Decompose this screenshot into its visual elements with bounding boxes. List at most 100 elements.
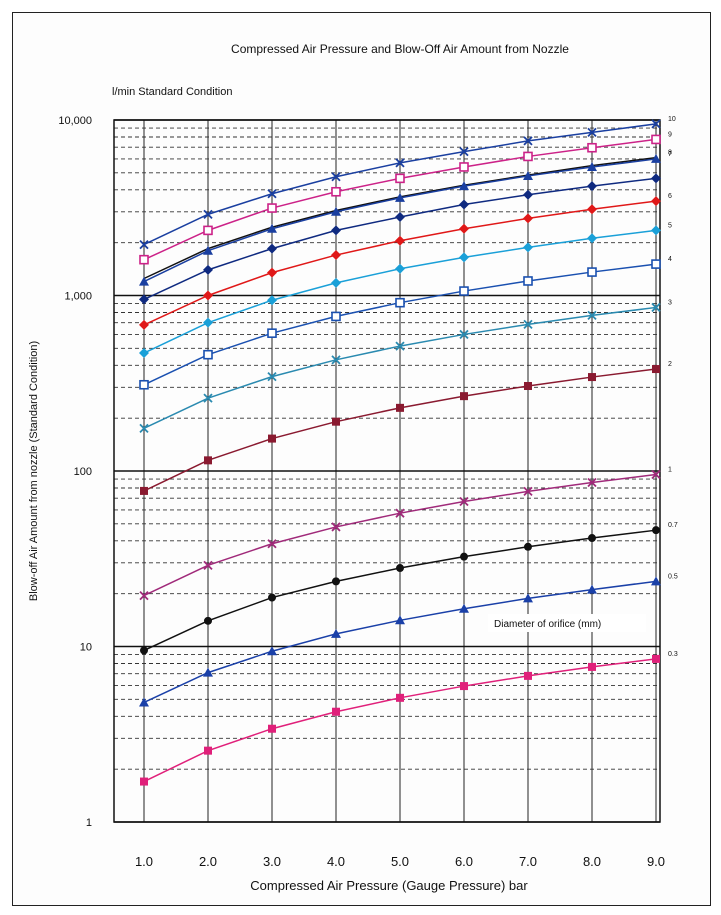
data-point <box>652 526 660 535</box>
data-point <box>587 233 597 244</box>
x-tick-label: 8.0 <box>583 854 601 869</box>
series-label: 10 <box>668 116 676 123</box>
data-point <box>395 212 405 223</box>
x-tick-label: 7.0 <box>519 854 537 869</box>
data-point <box>331 522 341 532</box>
data-point <box>524 671 532 680</box>
data-point <box>395 297 405 308</box>
data-point <box>523 136 533 146</box>
data-point <box>523 319 533 329</box>
data-point <box>395 263 405 274</box>
data-point <box>587 142 597 153</box>
data-point <box>331 311 341 322</box>
data-point <box>651 302 661 313</box>
grid <box>114 119 660 823</box>
data-point <box>204 746 212 755</box>
data-point <box>651 153 661 163</box>
data-point <box>139 697 149 707</box>
data-point <box>267 328 277 338</box>
data-point <box>651 196 661 207</box>
data-point <box>523 151 533 162</box>
data-point <box>523 242 533 253</box>
data-point <box>651 119 661 129</box>
data-point <box>203 290 213 301</box>
data-point <box>523 170 533 180</box>
data-point <box>267 646 277 656</box>
marker-layer <box>139 119 661 786</box>
series-label: 0.7 <box>668 522 678 529</box>
data-point <box>139 294 149 305</box>
series-label: 7 <box>668 151 672 158</box>
x-tick-label: 6.0 <box>455 854 473 869</box>
data-point <box>459 199 469 210</box>
data-point <box>203 317 213 328</box>
data-point <box>267 243 277 254</box>
data-point <box>267 267 277 278</box>
data-point <box>331 172 341 182</box>
series-label: 3 <box>668 299 672 306</box>
series-label: 0.3 <box>668 651 678 658</box>
data-point <box>203 209 213 219</box>
data-point <box>651 469 661 480</box>
data-point <box>203 560 213 570</box>
data-point <box>651 576 661 586</box>
unit-label: l/min Standard Condition <box>112 86 232 98</box>
data-point <box>139 423 149 433</box>
y-axis-label: Blow-off Air Amount from nozzle (Standar… <box>28 341 40 601</box>
data-point <box>523 276 533 286</box>
data-point <box>396 693 404 702</box>
data-point <box>459 496 469 507</box>
legend-title-bg <box>488 614 646 632</box>
data-point <box>524 382 532 391</box>
data-point <box>396 564 404 573</box>
data-point <box>395 158 405 168</box>
data-point <box>587 267 597 277</box>
data-point <box>460 392 468 401</box>
series-label: 9 <box>668 131 672 138</box>
data-point <box>459 286 469 296</box>
data-point <box>203 245 213 255</box>
data-point <box>331 206 341 216</box>
data-point <box>268 724 276 733</box>
data-point <box>588 662 596 671</box>
data-point <box>459 162 469 172</box>
data-point <box>651 134 661 145</box>
data-point <box>587 310 597 321</box>
data-point <box>395 508 405 518</box>
data-point <box>459 252 469 263</box>
data-point <box>331 186 341 197</box>
data-point <box>651 173 661 184</box>
chart-title: Compressed Air Pressure and Blow-Off Air… <box>231 42 569 56</box>
data-point <box>331 250 341 261</box>
data-point <box>331 277 341 288</box>
data-point <box>203 349 213 360</box>
y-tick-label: 1,000 <box>64 291 92 303</box>
y-tick-label: 100 <box>74 466 92 478</box>
data-point <box>139 379 149 390</box>
series-label: 2 <box>668 361 672 368</box>
data-point <box>203 667 213 677</box>
chart-frame <box>12 12 711 906</box>
series-label: 5 <box>668 222 672 229</box>
data-point <box>523 189 533 200</box>
series-labels: 10 9 87 6 5 4 3 2 1 0.7 0.5 0.3 <box>668 116 678 658</box>
data-point <box>139 254 149 265</box>
data-point <box>331 628 341 638</box>
data-point <box>395 173 405 184</box>
data-point <box>332 707 340 716</box>
x-tick-label: 4.0 <box>327 854 345 869</box>
data-point <box>204 616 212 625</box>
x-axis-label: Compressed Air Pressure (Gauge Pressure)… <box>250 878 528 893</box>
legend-title: Diameter of orifice (mm) <box>494 619 601 630</box>
series-label: 6 <box>668 193 672 200</box>
data-point <box>267 371 277 382</box>
data-point <box>460 552 468 561</box>
data-point <box>139 239 149 250</box>
x-tick-label: 3.0 <box>263 854 281 869</box>
data-point <box>587 584 597 594</box>
data-point <box>651 259 661 269</box>
x-tick-label: 5.0 <box>391 854 409 869</box>
data-point <box>267 203 277 213</box>
data-point <box>267 223 277 233</box>
